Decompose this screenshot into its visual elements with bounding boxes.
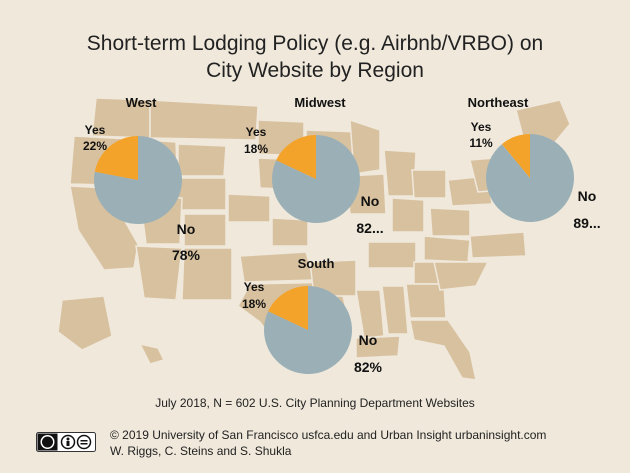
legend-label-no: No — [578, 188, 597, 204]
map-state-shape — [433, 261, 490, 291]
map-state-shape — [177, 143, 227, 177]
map-state-shape — [383, 149, 417, 197]
map-state-shape — [175, 177, 227, 211]
map-state-shape — [183, 213, 227, 247]
map-state-shape — [381, 285, 409, 335]
legend-label-no: No — [177, 221, 196, 237]
map-state-shape — [355, 289, 385, 339]
legend-label-yes: Yes — [244, 280, 265, 294]
credits: © 2019 University of San Francisco usfca… — [110, 427, 546, 459]
pie-slice-yes — [94, 136, 138, 180]
credit-line-2: W. Riggs, C. Steins and S. Shukla — [110, 444, 292, 458]
chart-title-line-2: City Website by Region — [206, 59, 424, 82]
map-state-shape — [355, 335, 401, 359]
creative-commons-license-icon — [36, 432, 96, 452]
data-label-no: 82% — [354, 359, 383, 375]
map-state-shape — [391, 197, 425, 233]
map-state-shape — [309, 259, 357, 297]
pie-title: Northeast — [468, 95, 529, 110]
chart-title-line-1: Short-term Lodging Policy (e.g. Airbnb/V… — [86, 32, 544, 55]
pie-title: Midwest — [294, 95, 346, 110]
data-label-no: 89... — [573, 215, 600, 231]
chart-title: Short-term Lodging Policy (e.g. Airbnb/V… — [0, 30, 630, 84]
legend-label-no: No — [361, 193, 380, 209]
data-label-yes: 18% — [242, 297, 266, 311]
pie-title: South — [298, 256, 335, 271]
pie-charts: West Yes 22% No 78% Midwest Yes 18% No 82... North… — [83, 95, 601, 375]
map-state-shape — [423, 235, 471, 263]
data-label-no: 78% — [172, 247, 201, 263]
map-state-shape — [135, 245, 183, 301]
data-label-yes: 22% — [83, 139, 107, 153]
map-state-shape — [367, 241, 417, 269]
data-label-yes: 11% — [469, 136, 493, 150]
map-state-shape — [409, 319, 477, 381]
map-state-shape — [57, 295, 113, 351]
pie-slice-yes — [276, 135, 316, 179]
map-state-shape — [227, 193, 271, 223]
map-state-shape — [181, 247, 233, 301]
map-state-shape — [469, 231, 527, 259]
map-state-shape — [138, 342, 166, 365]
data-label-yes: 18% — [244, 142, 268, 156]
pie-slice-no — [94, 135, 183, 225]
legend-label-yes: Yes — [246, 125, 267, 139]
map-state-shape — [411, 169, 447, 199]
map-state-shape — [271, 217, 309, 247]
map-state-shape — [149, 99, 259, 141]
map-state-shape — [405, 283, 447, 319]
legend-label-yes: Yes — [471, 120, 492, 134]
pie-slice-no — [264, 285, 353, 374]
pie-slice-no — [485, 134, 574, 223]
pie-slice-yes — [501, 134, 530, 178]
legend-label-no: No — [359, 332, 378, 348]
credit-line-1: © 2019 University of San Francisco usfca… — [110, 428, 547, 442]
footnote: July 2018, N = 602 U.S. City Planning De… — [155, 396, 475, 410]
data-label-no: 82... — [356, 220, 383, 236]
map-state-shape — [429, 207, 471, 237]
pie-slice-no — [272, 135, 361, 224]
pie-slice-yes — [268, 286, 308, 330]
legend-label-yes: Yes — [85, 123, 106, 137]
pie-title: West — [126, 95, 157, 110]
